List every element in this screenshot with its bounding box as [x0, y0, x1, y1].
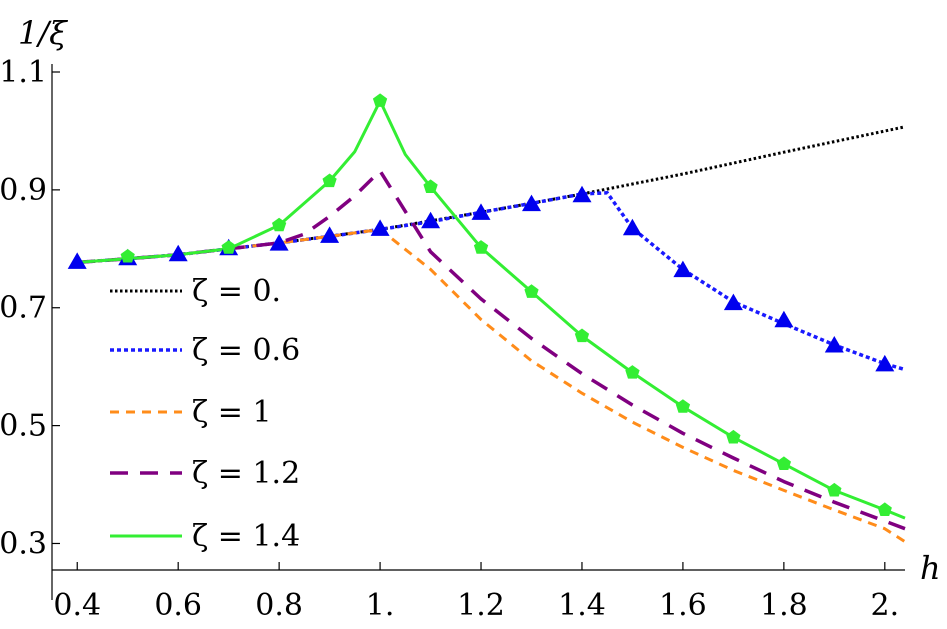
- y-tick-label: 0.3: [0, 526, 47, 561]
- x-tick-label: 1.6: [659, 588, 707, 623]
- pentagon-marker: [272, 217, 287, 232]
- pentagon-marker: [827, 482, 842, 497]
- x-tick-label: 1.8: [760, 588, 808, 623]
- y-tick-label: 0.7: [0, 291, 47, 326]
- pentagon-marker: [372, 93, 388, 107]
- triangle-marker: [774, 310, 794, 328]
- pentagon-marker: [574, 328, 590, 343]
- pentagon-marker: [524, 284, 539, 298]
- pentagon-marker: [322, 173, 337, 188]
- y-tick-label: 0.5: [0, 409, 47, 444]
- triangle-marker: [875, 354, 895, 372]
- series-line-2: [77, 227, 906, 543]
- triangle-marker: [471, 203, 491, 220]
- legend-label-3: ζ = 1.2: [192, 456, 300, 491]
- triangle-marker: [370, 219, 390, 236]
- x-tick-label: 1.: [366, 588, 395, 623]
- y-tick-label: 1.1: [0, 55, 47, 90]
- triangle-marker: [824, 336, 844, 353]
- legend-label-2: ζ = 1: [192, 395, 272, 430]
- series-line-3: [77, 169, 906, 531]
- triangle-marker: [269, 234, 289, 251]
- triangle-marker: [320, 226, 340, 243]
- x-tick-label: 0.4: [53, 588, 101, 623]
- x-tick-label: 0.8: [255, 588, 303, 623]
- x-axis-title: h: [920, 549, 941, 587]
- pentagon-marker: [221, 240, 236, 254]
- series-line-0: [77, 125, 906, 264]
- x-tick-label: 1.2: [457, 588, 505, 623]
- triangle-marker: [673, 260, 693, 278]
- axes: 0.4 0.6 0.8 1. 1.2 1.4 1.6 1.8 2. 0.3 0.5 0.7 0.9 1.1: [0, 55, 905, 623]
- legend-label-1: ζ = 0.6: [192, 333, 300, 368]
- pentagon-marker: [120, 249, 135, 263]
- triangle-marker: [622, 218, 642, 236]
- plot-markers: [67, 93, 895, 516]
- series-line-4: [77, 99, 906, 520]
- triangle-marker: [168, 244, 188, 262]
- legend-label-0: ζ = 0.: [192, 274, 281, 309]
- legend: ζ = 0. ζ = 0.6 ζ = 1 ζ = 1.2 ζ = 1.4: [110, 274, 300, 554]
- x-tick-label: 2.: [870, 588, 899, 623]
- x-tick-label: 1.4: [558, 588, 606, 623]
- y-tick-label: 0.9: [0, 173, 47, 208]
- triangle-marker: [67, 252, 87, 269]
- y-axis-title: 1/ξ: [18, 14, 68, 52]
- pentagon-marker: [473, 240, 489, 254]
- pentagon-marker: [726, 429, 741, 444]
- triangle-marker: [421, 211, 441, 229]
- triangle-marker: [572, 185, 592, 203]
- pentagon-marker: [625, 365, 640, 379]
- triangle-marker: [723, 293, 743, 311]
- triangle-marker: [522, 194, 541, 212]
- pentagon-marker: [423, 179, 438, 193]
- pentagon-marker: [675, 399, 691, 413]
- pentagon-marker: [877, 502, 892, 516]
- pentagon-marker: [776, 456, 791, 470]
- x-tick-label: 0.6: [154, 588, 202, 623]
- legend-label-4: ζ = 1.4: [192, 519, 300, 554]
